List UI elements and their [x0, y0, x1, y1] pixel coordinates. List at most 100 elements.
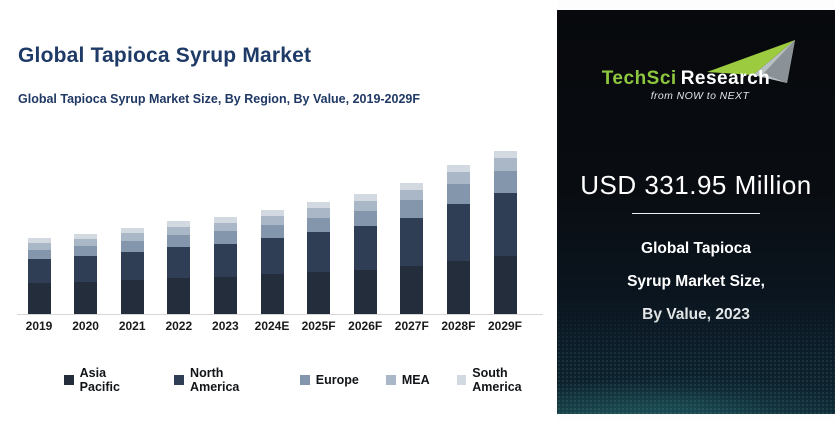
bar-segment-north-america [307, 232, 331, 273]
bar-column-2029f [493, 151, 517, 314]
bar-segment-south-america [27, 237, 51, 243]
bar-segment-north-america [446, 204, 470, 261]
bar-segment-europe [27, 249, 51, 260]
legend-label: North America [190, 366, 240, 394]
bar-column-2019 [27, 237, 51, 314]
x-tick-label-2027f: 2027F [394, 319, 429, 333]
bar-segment-asia-pacific [120, 280, 144, 314]
legend-item-south-america: South America [456, 366, 557, 394]
chart-subtitle: Global Tapioca Syrup Market Size, By Reg… [18, 92, 420, 106]
market-value-headline: USD 331.95 Million [580, 170, 812, 200]
bar-segment-mea [307, 208, 331, 218]
bar-segment-north-america [213, 243, 237, 277]
bar-segment-south-america [213, 216, 237, 223]
bar-segment-europe [493, 171, 517, 194]
bar-segment-asia-pacific [353, 269, 377, 314]
bar-segment-mea [120, 233, 144, 241]
bar-segment-asia-pacific [400, 266, 424, 314]
legend-label: MEA [401, 373, 430, 387]
bar-segment-mea [353, 200, 377, 211]
bar-column-2026f [353, 194, 377, 314]
bar-segment-asia-pacific [213, 276, 237, 314]
legend-label: South America [472, 366, 522, 394]
caption-line-1: Global Tapioca [641, 240, 751, 257]
logo-text-techsci: TechSci [601, 68, 677, 89]
legend-item-asia-pacific: Asia Pacific [64, 366, 147, 394]
bar-column-2023 [213, 216, 237, 314]
legend-item-mea: MEA [385, 373, 430, 387]
info-panel: TechSci Research from NOW to NEXT USD 331… [557, 10, 835, 414]
logo-tagline: from NOW to NEXT [650, 90, 750, 102]
bar-column-2027f [400, 182, 424, 314]
chart-card: Global Tapioca Syrup Market Global Tapio… [17, 44, 557, 394]
bar-segment-south-america [307, 201, 331, 209]
caption-line-2: Syrup Market Size, [627, 273, 765, 290]
bar-segment-mea [493, 158, 517, 172]
bar-segment-north-america [74, 256, 98, 283]
bar-segment-europe [400, 200, 424, 218]
legend-label: Asia Pacific [79, 366, 120, 394]
legend-marker-icon [174, 375, 185, 385]
bar-column-2022 [167, 220, 191, 314]
techsci-research-logo: TechSci Research from NOW to NEXT [557, 28, 835, 108]
bar-segment-mea [446, 172, 470, 185]
x-tick-label-2023: 2023 [212, 319, 239, 333]
legend-item-north-america: North America [174, 366, 272, 394]
logo-arrow-icon [707, 40, 795, 83]
legend-marker-icon [385, 375, 396, 385]
bar-column-2020 [74, 233, 98, 314]
bar-segment-europe [167, 234, 191, 247]
bar-segment-south-america [446, 165, 470, 173]
x-tick-label-2024e: 2024E [254, 319, 290, 333]
headline-divider [632, 213, 760, 214]
bar-segment-north-america [167, 246, 191, 278]
x-tick-label-2029f: 2029F [487, 319, 523, 333]
stacked-bar-chart [17, 144, 542, 314]
bar-segment-europe [260, 224, 284, 239]
bar-segment-europe [446, 184, 470, 205]
bar-segment-asia-pacific [74, 282, 98, 314]
bar-segment-north-america [353, 226, 377, 270]
bar-segment-north-america [260, 238, 284, 275]
legend-item-europe: Europe [299, 373, 359, 387]
bar-column-2024e [260, 209, 284, 314]
x-tick-label-2019: 2019 [25, 319, 53, 333]
legend-marker-icon [299, 375, 310, 385]
bar-column-2025f [307, 201, 331, 314]
bar-segment-mea [213, 222, 237, 232]
bar-segment-south-america [74, 233, 98, 240]
bar-segment-north-america [400, 217, 424, 267]
bar-segment-south-america [400, 182, 424, 190]
bar-segment-south-america [493, 151, 517, 159]
bar-column-2021 [120, 227, 144, 314]
x-tick-label-2028f: 2028F [441, 319, 476, 333]
bar-segment-europe [353, 210, 377, 227]
bar-segment-north-america [120, 251, 144, 280]
legend-label: Europe [315, 373, 359, 387]
legend-marker-icon [456, 375, 467, 385]
bar-segment-south-america [260, 209, 284, 216]
bar-segment-asia-pacific [307, 272, 331, 314]
bar-segment-europe [74, 246, 98, 257]
bar-segment-mea [167, 226, 191, 235]
logo-text-research: Research [680, 68, 771, 89]
bar-segment-asia-pacific [446, 260, 470, 314]
bar-segment-mea [400, 189, 424, 201]
legend-marker-icon [64, 375, 74, 385]
wave-mesh-decoration [557, 299, 835, 414]
bar-segment-europe [213, 231, 237, 244]
x-axis-line [17, 314, 543, 315]
x-tick-label-2025f: 2025F [301, 319, 336, 333]
x-tick-label-2021: 2021 [118, 319, 146, 333]
bar-segment-north-america [493, 193, 517, 257]
logo-wordmark: TechSci Research [557, 68, 815, 90]
bar-segment-asia-pacific [260, 274, 284, 314]
x-tick-label-2022: 2022 [165, 319, 193, 333]
bar-segment-north-america [27, 259, 51, 284]
bar-segment-mea [27, 242, 51, 250]
bar-segment-south-america [353, 194, 377, 201]
bar-segment-asia-pacific [167, 278, 191, 314]
bar-segment-europe [120, 240, 144, 252]
bar-segment-asia-pacific [27, 283, 51, 314]
